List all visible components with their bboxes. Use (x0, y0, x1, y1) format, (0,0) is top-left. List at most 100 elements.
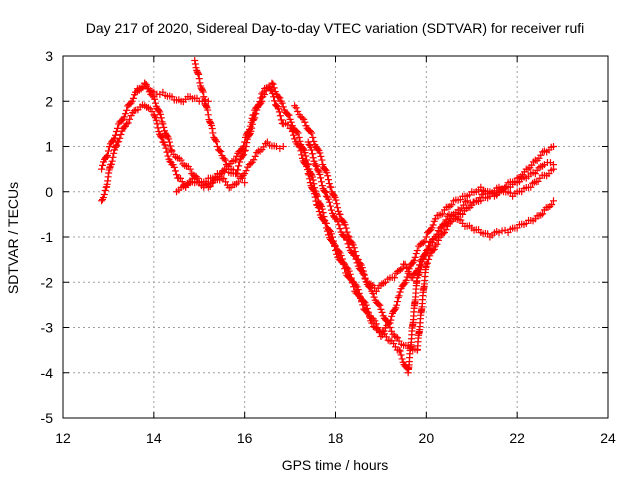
data-point (248, 114, 256, 122)
data-point (310, 137, 318, 145)
data-point (378, 280, 386, 288)
x-tick-label: 22 (509, 430, 525, 446)
data-point (343, 228, 351, 236)
data-point (292, 104, 300, 112)
data-point (360, 271, 368, 279)
data-point (164, 152, 172, 160)
x-tick-label: 14 (146, 430, 162, 446)
data-point (274, 105, 282, 113)
data-point (275, 93, 283, 101)
data-point (104, 147, 112, 155)
data-point (327, 230, 335, 238)
data-point (208, 125, 216, 133)
data-point (317, 201, 325, 209)
y-tick-label: 3 (45, 48, 53, 64)
y-tick-label: -3 (41, 320, 54, 336)
data-point (318, 205, 326, 213)
y-axis-label: SDTVAR / TECUs (5, 182, 21, 294)
data-point (212, 136, 220, 144)
data-point (378, 308, 386, 316)
data-point (112, 127, 120, 135)
data-point (350, 244, 358, 252)
data-point (548, 201, 556, 209)
data-point (330, 192, 338, 200)
data-point (402, 276, 410, 284)
data-point (332, 196, 340, 204)
data-point (412, 268, 420, 276)
data-point (276, 112, 284, 120)
data-point (294, 129, 302, 137)
data-point (425, 255, 433, 263)
data-point (423, 259, 431, 267)
data-point (256, 147, 264, 155)
data-point (257, 94, 265, 102)
data-point (347, 274, 355, 282)
data-point (550, 143, 557, 150)
data-point (229, 166, 237, 174)
data-point (120, 113, 128, 121)
data-point (416, 261, 424, 269)
plot-frame (62, 55, 609, 419)
data-point (325, 180, 333, 188)
data-point (393, 298, 401, 306)
data-point (240, 151, 248, 159)
data-point (337, 252, 345, 260)
data-point (258, 90, 266, 98)
data-point (167, 146, 175, 154)
series-track-b (98, 79, 557, 377)
data-point (416, 240, 424, 248)
data-point (317, 174, 325, 182)
data-point (186, 165, 194, 173)
data-point (401, 260, 409, 268)
data-point (287, 118, 295, 126)
x-tick-label: 12 (55, 430, 71, 446)
data-point (307, 170, 315, 178)
data-point (121, 110, 129, 118)
data-point (339, 217, 347, 225)
series-track-e (132, 79, 212, 106)
data-point (374, 324, 382, 332)
data-point (469, 198, 477, 206)
data-point (213, 143, 221, 150)
data-point (391, 274, 399, 282)
data-point (495, 228, 503, 236)
data-point (126, 115, 134, 123)
data-point (279, 143, 287, 150)
data-point (306, 141, 314, 149)
data-point (213, 138, 221, 146)
data-point (98, 165, 106, 173)
data-point (98, 197, 106, 205)
data-point (419, 239, 427, 247)
data-point (377, 305, 385, 313)
data-point (279, 103, 287, 111)
data-point (307, 127, 315, 135)
data-point (312, 161, 320, 169)
data-point (109, 153, 117, 161)
data-point (157, 133, 165, 141)
data-point (111, 131, 119, 139)
data-point (313, 192, 321, 200)
data-point (309, 176, 317, 184)
data-point (234, 170, 242, 178)
data-points (98, 57, 557, 377)
data-point (189, 171, 197, 179)
data-point (403, 264, 411, 272)
data-point (99, 194, 107, 202)
data-point (117, 131, 125, 139)
data-point (329, 237, 337, 245)
data-point (235, 162, 243, 170)
x-tick-label: 16 (237, 430, 253, 446)
data-point (277, 116, 285, 124)
data-point (129, 94, 137, 102)
data-point (341, 221, 349, 229)
x-tick-label: 18 (328, 430, 344, 446)
data-point (160, 123, 168, 131)
data-point (198, 86, 206, 94)
data-point (359, 267, 367, 275)
data-point (393, 301, 401, 309)
data-point (166, 138, 174, 146)
data-point (318, 156, 326, 164)
data-point (332, 242, 339, 250)
data-point (103, 151, 111, 159)
